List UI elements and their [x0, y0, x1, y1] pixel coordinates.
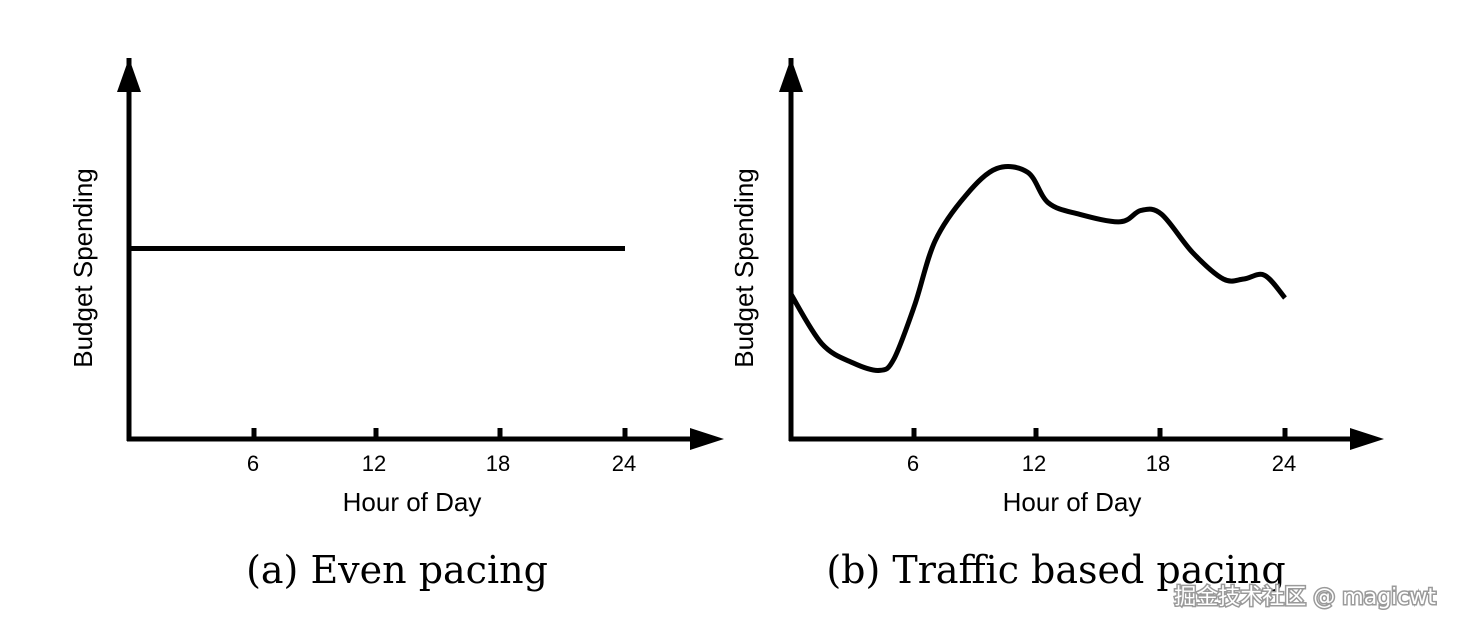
- x-axis-label-a: Hour of Day: [343, 487, 482, 517]
- watermark-text: 掘金技术社区 @ magicwt: [1174, 585, 1436, 610]
- x-axis-arrow-a: [690, 428, 724, 450]
- x-axis-arrow-b: [1350, 428, 1384, 450]
- x-axis-label-b: Hour of Day: [1003, 487, 1142, 517]
- tick-label-24-a: 24: [612, 451, 636, 476]
- series-line-traffic-pacing: [788, 164, 1287, 373]
- panel-a: 6 12 18 24 Hour of Day Budget Spending (…: [68, 58, 724, 592]
- tick-label-12-b: 12: [1022, 451, 1046, 476]
- tick-label-18-a: 18: [486, 451, 510, 476]
- y-axis-label-a: Budget Spending: [68, 168, 98, 368]
- tick-label-24-b: 24: [1272, 451, 1296, 476]
- caption-a: (a) Even pacing: [246, 548, 548, 592]
- tick-label-18-b: 18: [1146, 451, 1170, 476]
- tick-label-6-b: 6: [907, 451, 919, 476]
- y-axis-label-b: Budget Spending: [729, 168, 759, 368]
- y-axis-arrow-b: [779, 58, 803, 92]
- tick-label-6-a: 6: [247, 451, 259, 476]
- y-axis-arrow-a: [117, 58, 141, 92]
- panel-b: 6 12 18 24 Hour of Day Budget Spending (…: [729, 58, 1384, 592]
- caption-b: (b) Traffic based pacing: [826, 548, 1285, 592]
- tick-label-12-a: 12: [362, 451, 386, 476]
- watermark: 掘金技术社区 @ magicwt: [1173, 584, 1438, 612]
